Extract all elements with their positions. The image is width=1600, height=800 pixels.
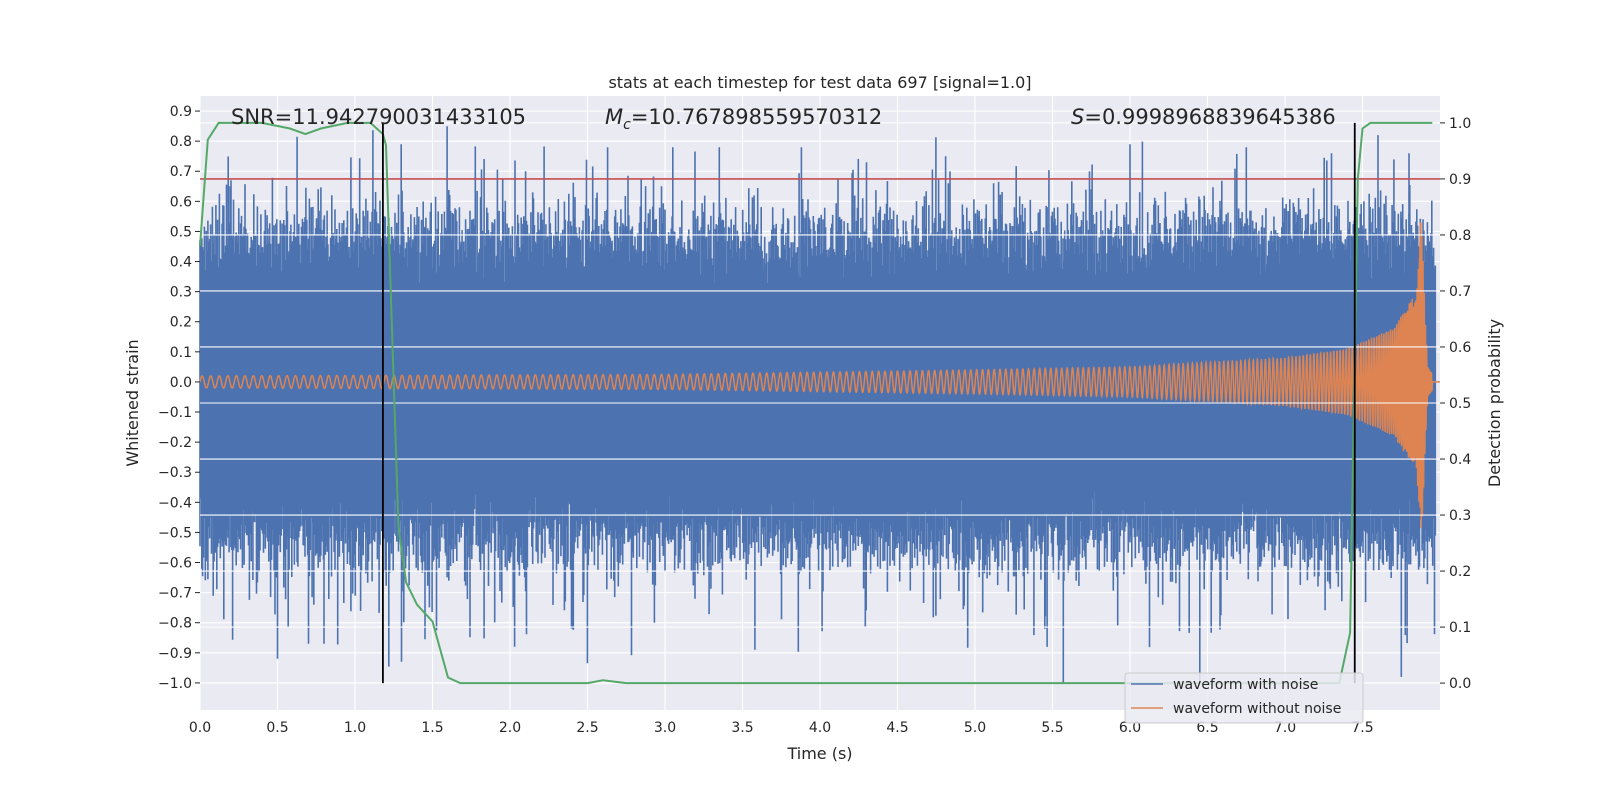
legend: waveform with noise waveform without noi… (1124, 672, 1364, 724)
x-axis-title: Time (s) (786, 744, 852, 763)
y-right-tick-label: 0.3 (1449, 508, 1471, 524)
y-left-tick-label: −0.4 (158, 495, 192, 511)
y-left-tick-label: 0.1 (170, 345, 192, 361)
x-tick-label: 5.0 (964, 720, 986, 736)
x-tick-label: 0.5 (266, 720, 288, 736)
signal-waveform-path (199, 236, 1440, 528)
y-left-tick-label: −0.8 (158, 616, 192, 632)
y-left-tick-label: −0.2 (158, 435, 192, 451)
y-axis-left: 0.9 0.8 0.7 0.6 0.5 0.4 0.3 0.2 0.1 0.0 −0.1 −0.2 −0… (158, 104, 200, 692)
x-tick-label: 5.5 (1041, 720, 1063, 736)
snr-annotation: SNR=11.942790031433105 (231, 105, 526, 129)
y-left-tick-label: 0.8 (170, 134, 192, 150)
y-right-tick-label: 0.1 (1449, 620, 1471, 636)
y-axis-right: 1.0 0.9 0.8 0.7 0.6 0.5 0.4 0.3 0.2 0.1 0.0 (1440, 116, 1471, 692)
legend-label-signal: waveform without noise (1173, 701, 1341, 717)
y-left-tick-label: 0.7 (170, 164, 192, 180)
x-tick-label: 3.5 (731, 720, 753, 736)
y-axis-right-title: Detection probability (1485, 319, 1504, 487)
y-left-tick-label: −0.9 (158, 646, 192, 662)
y-right-tick-label: 0.0 (1449, 676, 1471, 692)
y-right-tick-label: 1.0 (1449, 116, 1471, 132)
x-tick-label: 3.0 (654, 720, 676, 736)
legend-label-noise: waveform with noise (1173, 677, 1318, 693)
s-symbol: S (1071, 105, 1084, 129)
legend-box (1124, 672, 1364, 724)
y-left-tick-label: 0.0 (170, 375, 192, 391)
y-right-tick-label: 0.8 (1449, 228, 1471, 244)
y-left-tick-label: 0.9 (170, 104, 192, 120)
x-tick-label: 6.5 (1196, 720, 1218, 736)
x-tick-label: 4.5 (886, 720, 908, 736)
y-right-tick-label: 0.2 (1449, 564, 1471, 580)
y-left-tick-label: −0.6 (158, 556, 192, 572)
x-tick-label: 0.0 (189, 720, 211, 736)
x-tick-label: 2.0 (499, 720, 521, 736)
y-left-tick-label: −1.0 (158, 676, 192, 692)
x-tick-label: 7.5 (1351, 720, 1373, 736)
series-waveform-without-noise (199, 222, 1440, 528)
y-right-tick-label: 0.6 (1449, 340, 1471, 356)
chirp-mass-subscript: c (623, 117, 631, 133)
vertical-markers (381, 122, 1356, 684)
y-right-tick-label: 0.4 (1449, 452, 1471, 468)
y-right-tick-label: 0.9 (1449, 172, 1471, 188)
s-annotation: S=0.9998968839645386 (1071, 105, 1336, 129)
signal-merger-peak (1417, 222, 1426, 494)
y-left-tick-label: 0.6 (170, 194, 192, 210)
y-left-tick-label: −0.1 (158, 405, 192, 421)
x-tick-label: 1.5 (421, 720, 443, 736)
x-tick-label: 7.0 (1274, 720, 1296, 736)
chirp-mass-symbol: M (605, 105, 623, 129)
y-left-tick-label: 0.3 (170, 285, 192, 301)
chirp-mass-value: =10.767898559570312 (631, 105, 882, 129)
x-tick-label: 4.0 (809, 720, 831, 736)
y-left-tick-label: −0.3 (158, 465, 192, 481)
x-tick-label: 6.0 (1119, 720, 1141, 736)
y-right-tick-label: 0.5 (1449, 396, 1471, 412)
s-value: =0.9998968839645386 (1084, 105, 1335, 129)
y-left-tick-label: 0.5 (170, 224, 192, 240)
chart-title: stats at each timestep for test data 697… (608, 73, 1031, 92)
x-tick-label: 1.0 (344, 720, 366, 736)
y-right-tick-label: 0.7 (1449, 284, 1471, 300)
x-axis: 0.0 0.5 1.0 1.5 2.0 2.5 3.0 3.5 4.0 4.5 5.0 5.5 6.0 6… (189, 720, 1374, 736)
y-left-tick-label: 0.4 (170, 255, 192, 271)
chirp-mass-annotation: Mc=10.767898559570312 (605, 105, 882, 133)
x-tick-label: 2.5 (576, 720, 598, 736)
y-left-tick-label: −0.5 (158, 525, 192, 541)
y-axis-left-title: Whitened strain (123, 339, 142, 466)
y-left-tick-label: −0.7 (158, 586, 192, 602)
y-left-tick-label: 0.2 (170, 315, 192, 331)
